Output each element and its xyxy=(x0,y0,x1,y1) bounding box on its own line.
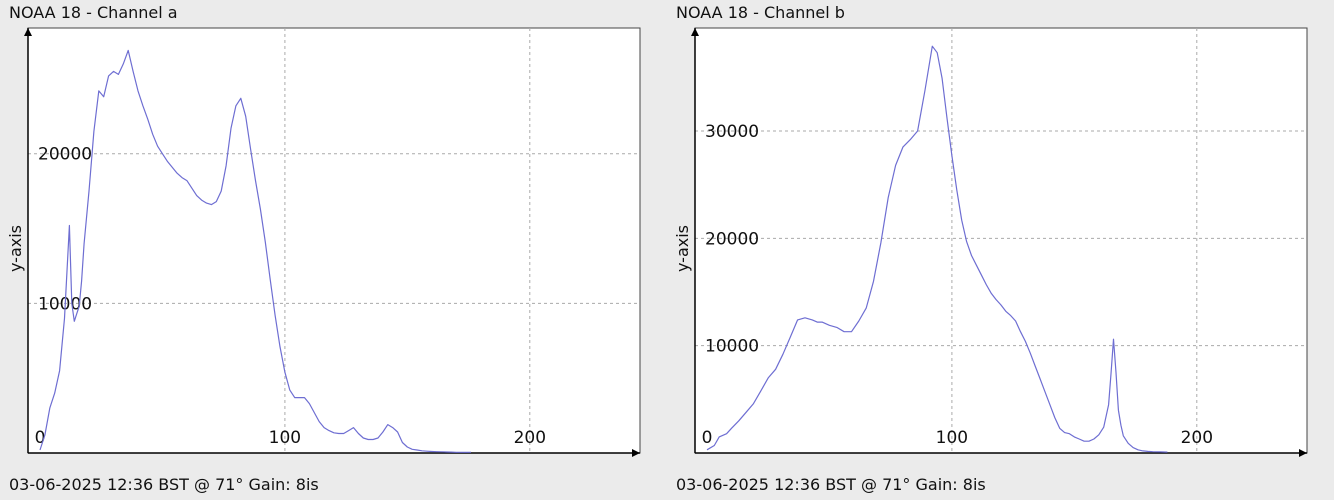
plot-area xyxy=(694,27,1308,454)
x-tick-label: 100 xyxy=(269,428,301,448)
x-tick-label: 0 xyxy=(702,428,713,448)
x-tick-label: 200 xyxy=(1181,428,1213,448)
y-tick-label: 30000 xyxy=(705,122,759,142)
plot-area xyxy=(27,27,641,454)
y-axis-arrow xyxy=(691,28,699,36)
y-axis-arrow xyxy=(24,28,32,36)
x-axis-arrow xyxy=(632,449,640,457)
chart-panel-channel-b: NOAA 18 - Channel b 0 100 200 10000 20000 300… xyxy=(667,0,1334,500)
x-axis-arrow xyxy=(1299,449,1307,457)
series-line xyxy=(706,45,1168,453)
x-tick-label: 0 xyxy=(35,428,46,448)
chart-panel-channel-a: NOAA 18 - Channel a 0 100 200 10000 20000 y-a… xyxy=(6,3,641,494)
y-tick-label: 20000 xyxy=(38,145,92,165)
y-tick-label: 10000 xyxy=(705,337,759,357)
line-chart-channel-b: 0 100 200 10000 20000 30000 y-axis xyxy=(673,27,1308,457)
chart-footer: 03-06-2025 12:36 BST @ 71° Gain: 8is xyxy=(9,475,319,494)
chart-title: NOAA 18 - Channel a xyxy=(9,3,178,22)
x-tick-label: 200 xyxy=(514,428,546,448)
chart-footer: 03-06-2025 12:36 BST @ 71° Gain: 8is xyxy=(676,475,986,494)
y-axis-label: y-axis xyxy=(673,225,692,272)
x-tick-label: 100 xyxy=(936,428,968,448)
chart-title: NOAA 18 - Channel b xyxy=(676,3,845,22)
y-axis-label: y-axis xyxy=(6,225,25,272)
y-tick-label: 20000 xyxy=(705,229,759,249)
series-line xyxy=(39,49,471,453)
